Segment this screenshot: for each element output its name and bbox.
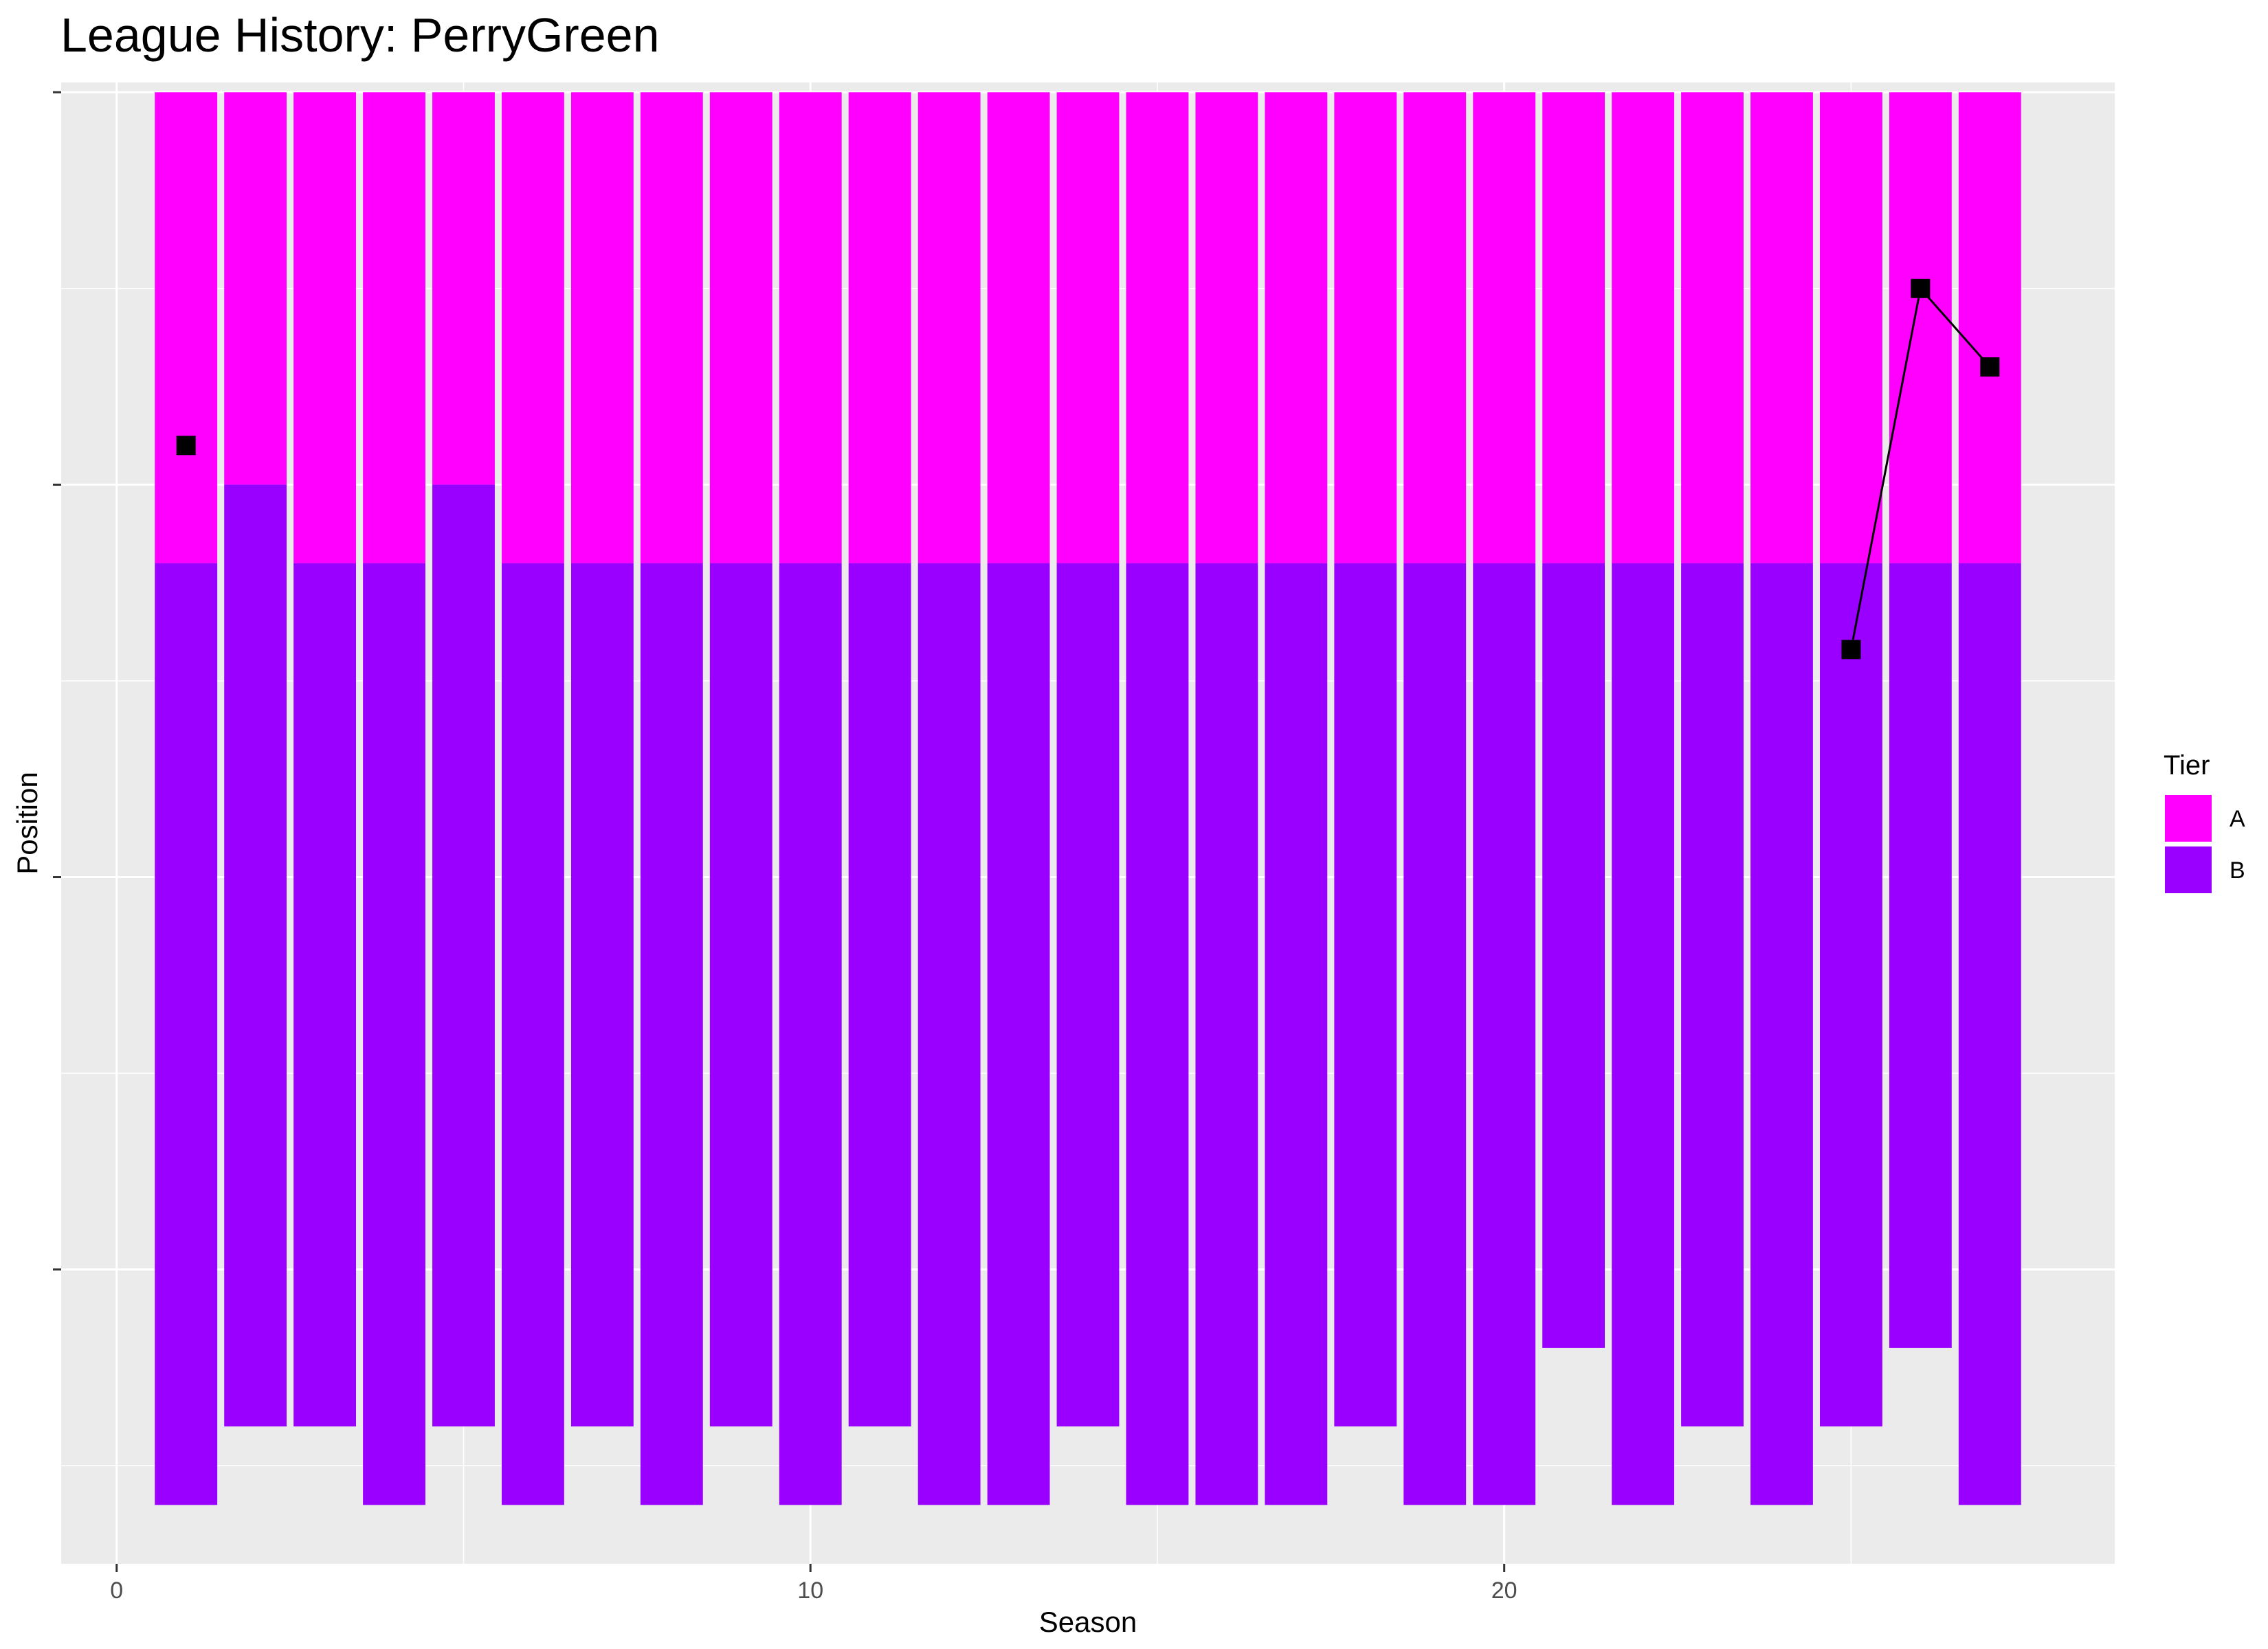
bar-tier-a-season-3	[293, 92, 357, 563]
position-point-season-1	[176, 436, 196, 456]
position-point-season-25	[1841, 640, 1861, 660]
bar-tier-a-season-12	[918, 92, 981, 563]
bar-tier-a-season-18	[1334, 92, 1397, 563]
bar-tier-b-season-1	[155, 563, 218, 1505]
position-points	[176, 278, 2000, 660]
bar-tier-b-season-4	[363, 563, 425, 1505]
bar-tier-b-season-17	[1265, 563, 1328, 1505]
legend-title: Tier	[2164, 750, 2210, 781]
bar-tier-a-season-6	[502, 92, 564, 563]
bar-tier-a-season-2	[224, 92, 287, 485]
position-line-segment	[1849, 288, 1922, 650]
x-tick-label: 20	[1491, 1578, 1517, 1604]
bar-tier-b-season-23	[1681, 563, 1744, 1427]
bar-tier-b-season-25	[1819, 563, 1882, 1427]
bar-tier-a-season-11	[848, 92, 911, 563]
bar-tier-b-season-3	[293, 563, 357, 1427]
bar-tier-b-season-18	[1334, 563, 1397, 1427]
bar-tier-b-season-5	[432, 484, 495, 1427]
bar-tier-a-season-14	[1056, 92, 1120, 563]
bar-tier-b-season-21	[1542, 563, 1605, 1348]
bar-tier-b-season-9	[709, 563, 772, 1427]
position-point-season-27	[1980, 357, 2000, 377]
bar-tier-a-season-7	[570, 92, 634, 563]
x-axis-title: Season	[1039, 1606, 1137, 1638]
x-tick-label: 10	[797, 1578, 823, 1604]
bar-tier-a-season-10	[779, 92, 842, 563]
bar-tier-a-season-26	[1889, 92, 1952, 563]
bar-tier-a-season-15	[1126, 92, 1189, 563]
bar-tier-b-season-10	[779, 563, 842, 1505]
legend: Tier A B	[2164, 750, 2245, 893]
position-line	[1849, 287, 1991, 650]
bar-tier-b-season-11	[848, 563, 911, 1427]
bar-tier-a-season-8	[640, 92, 703, 563]
bar-tier-a-season-5	[432, 92, 495, 485]
bar-tier-b-season-24	[1750, 563, 1813, 1505]
bar-tier-b-season-16	[1195, 563, 1258, 1505]
chart-title: League History: PerryGreen	[60, 8, 660, 62]
bar-tier-a-season-16	[1195, 92, 1258, 563]
position-line-segment	[1920, 287, 1991, 368]
bar-tier-a-season-21	[1542, 92, 1605, 563]
bar-tier-a-season-1	[155, 92, 218, 563]
bar-tier-b-season-26	[1889, 563, 1952, 1348]
bar-tier-b-season-2	[224, 484, 287, 1427]
bar-tier-a-season-27	[1958, 92, 2021, 563]
bar-tier-b-season-12	[918, 563, 981, 1505]
bar-tier-a-season-23	[1681, 92, 1744, 563]
legend-label-a: A	[2230, 806, 2245, 832]
bar-tier-b-season-13	[987, 563, 1050, 1505]
bar-tier-a-season-13	[987, 92, 1050, 563]
bar-tier-a-season-20	[1473, 92, 1536, 563]
y-axis-ticks	[53, 91, 61, 1271]
bar-tier-a-season-22	[1612, 92, 1674, 563]
bar-tier-b-season-14	[1056, 563, 1120, 1427]
bar-tier-a-season-19	[1403, 92, 1467, 563]
bar-tier-b-season-22	[1612, 563, 1674, 1505]
bar-tier-a-season-25	[1819, 92, 1882, 563]
bar-tier-a-season-4	[363, 92, 425, 563]
legend-swatch-a	[2165, 795, 2212, 842]
bar-tier-a-season-17	[1265, 92, 1328, 563]
bar-tier-b-season-6	[502, 563, 564, 1505]
bar-tier-b-season-20	[1473, 563, 1536, 1505]
bar-tier-b-season-27	[1958, 563, 2021, 1505]
bars	[155, 92, 2021, 1505]
x-axis-ticks: 0 10 20	[110, 1564, 1517, 1604]
legend-swatch-b	[2165, 846, 2212, 893]
bar-tier-a-season-9	[709, 92, 772, 563]
x-tick-label: 0	[110, 1578, 123, 1604]
bar-tier-b-season-7	[570, 563, 634, 1427]
bar-tier-b-season-8	[640, 563, 703, 1505]
bar-tier-a-season-24	[1750, 92, 1813, 563]
bar-tier-b-season-15	[1126, 563, 1189, 1505]
bar-tier-b-season-19	[1403, 563, 1467, 1505]
position-point-season-26	[1911, 278, 1931, 298]
y-axis-title: Position	[11, 772, 43, 874]
legend-label-b: B	[2230, 857, 2245, 884]
